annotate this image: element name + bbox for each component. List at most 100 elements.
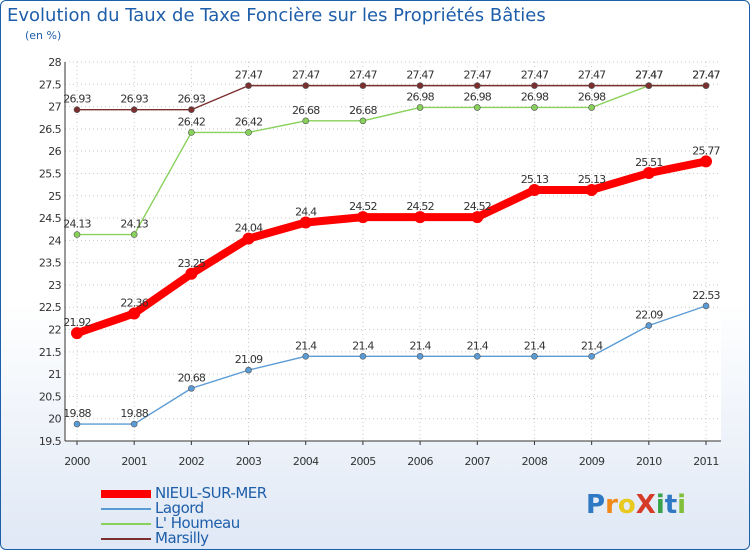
data-label: 25.13 (578, 173, 606, 186)
data-label: 27.47 (406, 69, 434, 82)
legend-swatch-houmeau (101, 523, 151, 525)
y-tick-label: 25.5 (39, 167, 62, 180)
data-point (471, 211, 484, 224)
legend-swatch-nieul (101, 490, 151, 498)
data-point (188, 129, 195, 136)
y-tick-label: 20 (48, 413, 61, 426)
data-point (645, 322, 653, 329)
data-point (245, 366, 252, 374)
data-label: 21.4 (295, 339, 317, 352)
data-label: 27.47 (349, 69, 377, 82)
data-point (531, 104, 538, 111)
data-label: 26.93 (63, 93, 91, 106)
data-label: 27.47 (692, 69, 720, 82)
data-label: 21.4 (581, 339, 603, 352)
data-point (531, 82, 538, 89)
data-label: 24.4 (295, 206, 317, 219)
logo-letter: i (655, 490, 665, 520)
data-label: 22.36 (120, 296, 148, 309)
y-tick-label: 23.5 (39, 257, 62, 270)
x-tick-label: 2002 (179, 455, 205, 468)
data-point (642, 167, 655, 180)
data-label: 21.09 (235, 353, 263, 366)
y-tick-label: 24 (48, 234, 61, 247)
series-line-0 (73, 157, 710, 338)
data-point (416, 104, 424, 111)
logo-letter: o (617, 490, 636, 520)
data-label: 26.98 (406, 90, 434, 103)
data-point (585, 183, 598, 196)
y-tick-label: 20.5 (39, 390, 62, 403)
legend-label-marsilly: Marsilly (155, 529, 209, 547)
data-label: 22.09 (635, 309, 663, 322)
data-label: 27.47 (521, 69, 549, 82)
data-point (356, 211, 369, 224)
data-label: 27.47 (578, 69, 606, 82)
data-label: 25.77 (692, 144, 720, 157)
data-point (359, 352, 367, 360)
data-point (302, 352, 310, 360)
y-tick-label: 26.5 (39, 123, 62, 136)
data-point (702, 82, 710, 89)
data-label: 26.93 (178, 93, 206, 106)
data-point (588, 104, 595, 111)
data-point (73, 106, 81, 114)
series-line-1 (76, 305, 707, 425)
data-label: 25.51 (635, 156, 663, 169)
y-tick-label: 19.5 (39, 435, 62, 448)
y-tick-label: 23 (48, 279, 61, 292)
data-point (73, 231, 81, 238)
y-tick-label: 22.5 (39, 301, 62, 314)
data-label: 27.47 (464, 69, 492, 82)
data-label: 27.47 (292, 69, 320, 82)
data-point (588, 352, 595, 360)
data-label: 21.4 (467, 339, 489, 352)
logo-letter: P (586, 490, 606, 520)
data-label: 19.88 (63, 407, 91, 420)
data-label: 26.98 (464, 90, 492, 103)
data-point (414, 211, 427, 224)
legend-swatch-marsilly (101, 538, 151, 540)
legend-label-lagord: Lagord (155, 499, 204, 517)
data-point (702, 302, 710, 310)
data-label: 23.25 (178, 257, 206, 270)
data-label: 24.52 (349, 200, 377, 213)
logo-letter: r (605, 490, 618, 520)
legend-swatch-lagord (101, 508, 151, 510)
data-label: 27.47 (692, 69, 720, 82)
logo-letter: t (664, 490, 678, 520)
data-label: 21.92 (63, 316, 91, 329)
data-point (245, 82, 252, 89)
data-point (416, 352, 424, 360)
data-point (416, 82, 424, 89)
y-tick-label: 28 (48, 56, 61, 69)
data-point (299, 216, 312, 229)
data-point (473, 352, 481, 360)
y-tick-label: 24.5 (39, 212, 62, 225)
data-point (359, 82, 367, 89)
data-point (185, 267, 198, 280)
data-label: 20.68 (178, 371, 206, 384)
data-point (73, 420, 81, 428)
data-point (188, 385, 195, 392)
y-tick-label: 22 (48, 324, 61, 337)
data-point (188, 106, 195, 114)
data-point (245, 129, 252, 136)
x-tick-label: 2007 (464, 455, 490, 468)
data-label: 26.68 (292, 104, 320, 117)
data-point (473, 82, 481, 89)
data-point (130, 231, 138, 238)
logo-letter: X (635, 490, 656, 520)
y-tick-label: 27 (48, 101, 61, 114)
data-label: 26.42 (178, 115, 206, 128)
legend-label-nieul: NIEUL-SUR-MER (155, 484, 267, 502)
y-tick-label: 25 (48, 190, 61, 203)
x-tick-label: 2003 (236, 455, 262, 468)
data-point (528, 183, 541, 196)
x-tick-label: 2011 (693, 455, 719, 468)
data-point (645, 82, 653, 89)
data-label: 19.88 (120, 407, 148, 420)
data-label: 27.47 (635, 69, 663, 82)
data-label: 26.42 (235, 115, 263, 128)
